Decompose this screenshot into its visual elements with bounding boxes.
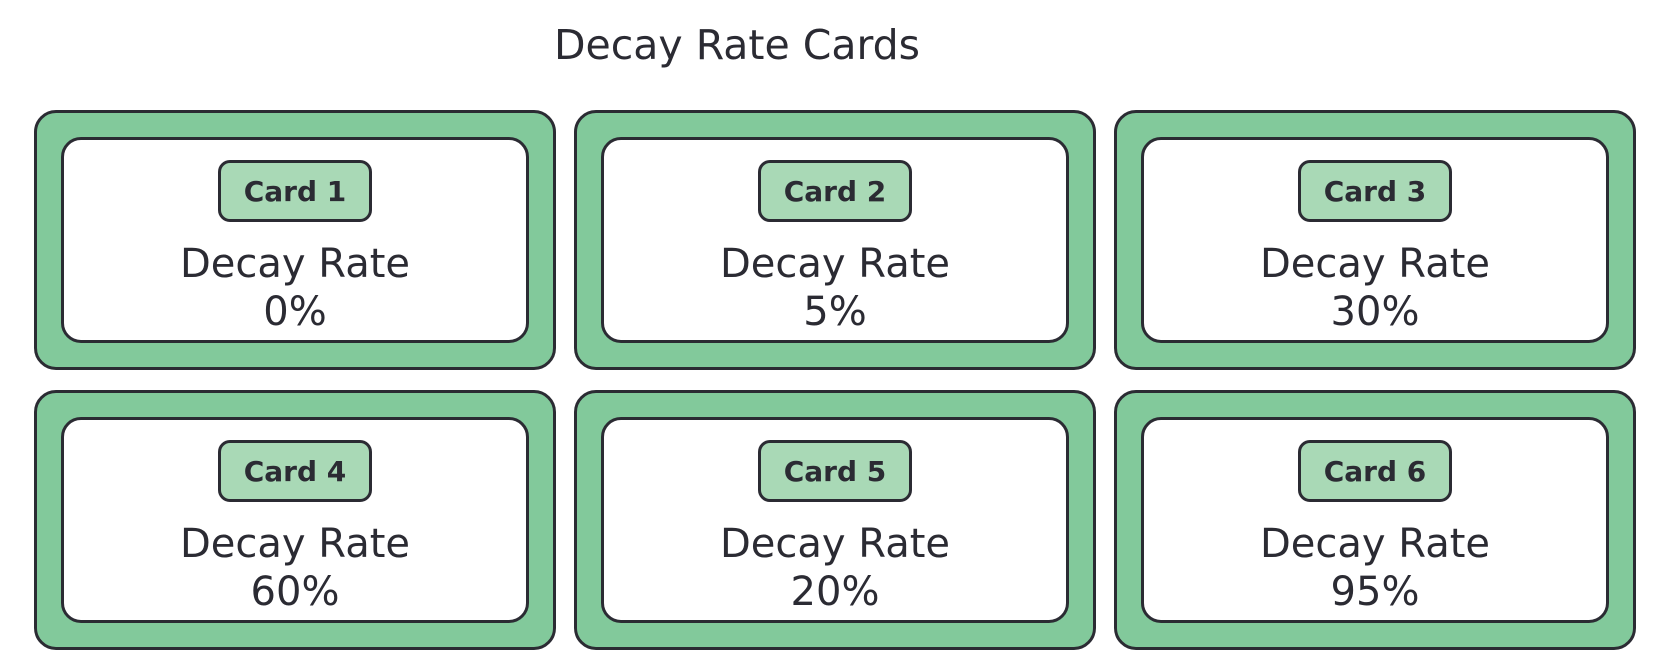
decay-rate-label: Decay Rate bbox=[1259, 521, 1491, 567]
decay-rate-value: 30% bbox=[1330, 289, 1420, 335]
decay-rate-value: 95% bbox=[1330, 569, 1420, 615]
decay-card-6: Card 6 Decay Rate 95% bbox=[1114, 390, 1636, 650]
card-badge: Card 2 bbox=[758, 160, 912, 222]
card-badge: Card 5 bbox=[758, 440, 912, 502]
decay-rate-value: 0% bbox=[263, 289, 327, 335]
card-inner-panel: Card 2 Decay Rate 5% bbox=[601, 137, 1069, 343]
card-badge: Card 3 bbox=[1298, 160, 1452, 222]
page-title: Decay Rate Cards bbox=[553, 21, 921, 69]
decay-rate-value: 20% bbox=[790, 569, 880, 615]
card-inner-panel: Card 4 Decay Rate 60% bbox=[61, 417, 529, 623]
decay-card-1: Card 1 Decay Rate 0% bbox=[34, 110, 556, 370]
decay-rate-label: Decay Rate bbox=[719, 241, 951, 287]
decay-card-4: Card 4 Decay Rate 60% bbox=[34, 390, 556, 650]
decay-rate-value: 60% bbox=[250, 569, 340, 615]
decay-rate-label: Decay Rate bbox=[719, 521, 951, 567]
card-inner-panel: Card 5 Decay Rate 20% bbox=[601, 417, 1069, 623]
decay-rate-label: Decay Rate bbox=[179, 241, 411, 287]
card-inner-panel: Card 6 Decay Rate 95% bbox=[1141, 417, 1609, 623]
card-badge: Card 6 bbox=[1298, 440, 1452, 502]
card-grid: Card 1 Decay Rate 0% Card 2 Decay Rate 5… bbox=[34, 110, 1636, 650]
card-badge: Card 4 bbox=[218, 440, 372, 502]
decay-rate-value: 5% bbox=[803, 289, 867, 335]
card-inner-panel: Card 1 Decay Rate 0% bbox=[61, 137, 529, 343]
decay-card-5: Card 5 Decay Rate 20% bbox=[574, 390, 1096, 650]
card-badge: Card 1 bbox=[218, 160, 372, 222]
decay-card-2: Card 2 Decay Rate 5% bbox=[574, 110, 1096, 370]
decay-rate-label: Decay Rate bbox=[1259, 241, 1491, 287]
decay-rate-label: Decay Rate bbox=[179, 521, 411, 567]
decay-card-3: Card 3 Decay Rate 30% bbox=[1114, 110, 1636, 370]
card-inner-panel: Card 3 Decay Rate 30% bbox=[1141, 137, 1609, 343]
